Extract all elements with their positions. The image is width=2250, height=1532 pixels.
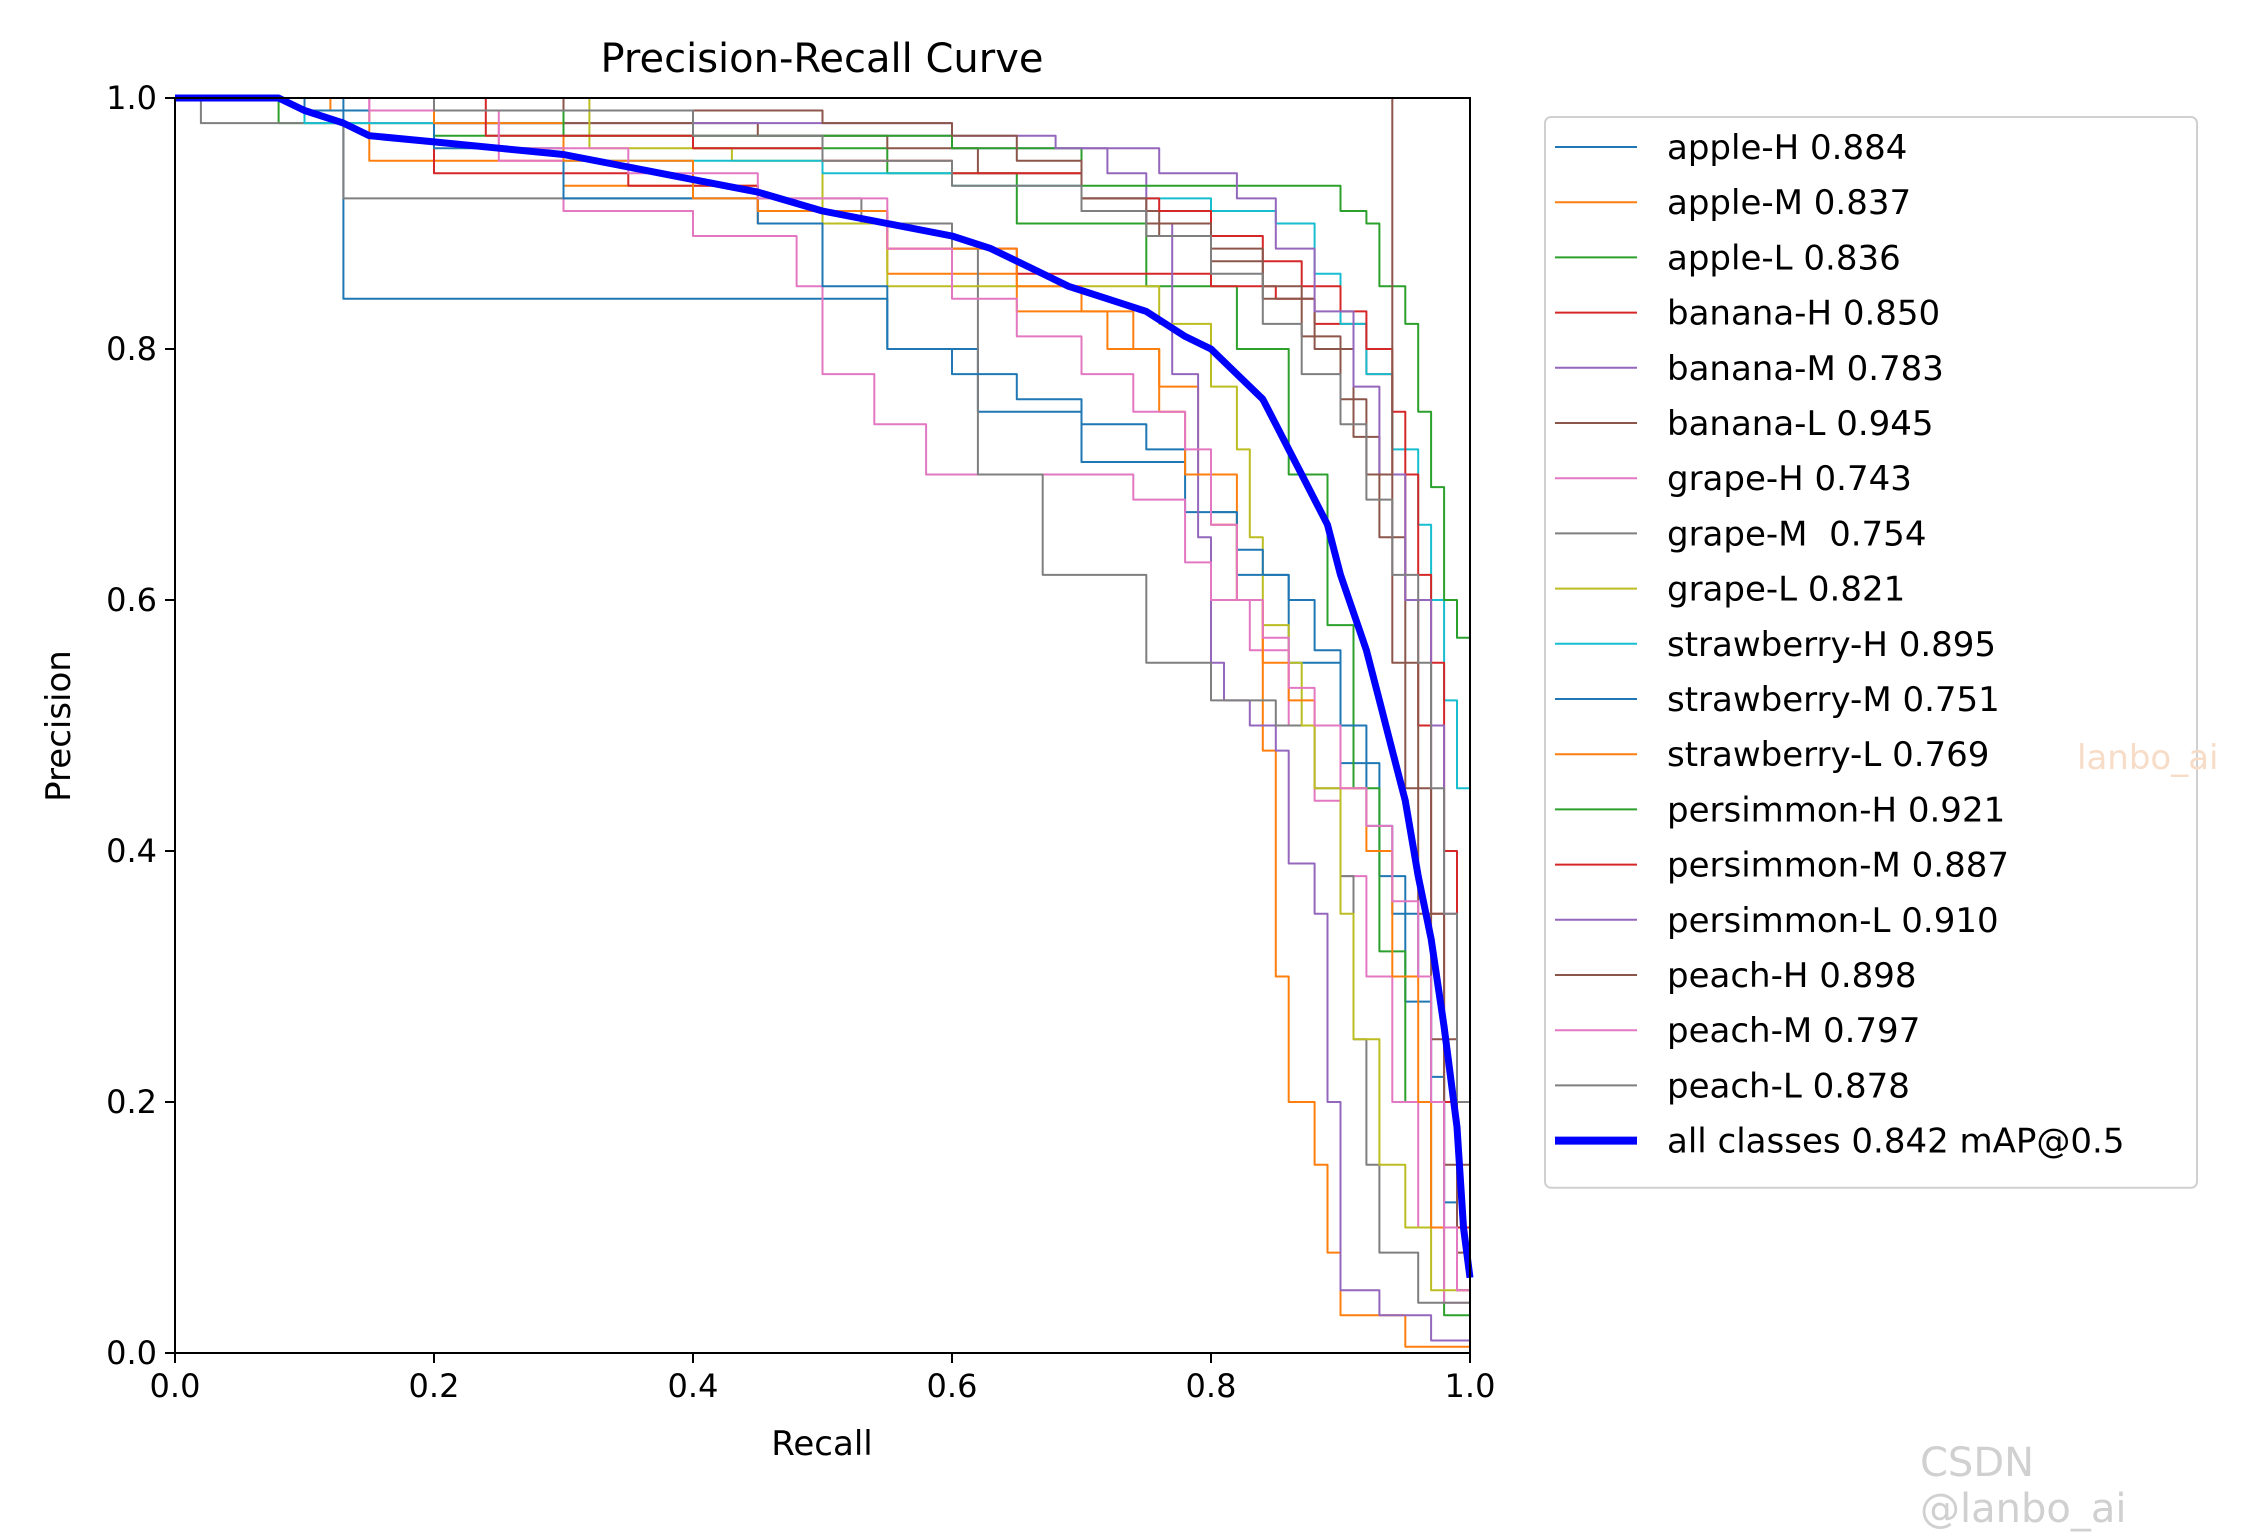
chart-title: Precision-Recall Curve (601, 36, 1044, 82)
legend-box (1544, 116, 2198, 1189)
series-line-18 (175, 94, 1474, 1279)
legend-label: persimmon-M 0.887 (1667, 846, 2009, 886)
x-tick-label: 0.8 (1186, 1367, 1237, 1405)
legend-label: persimmon-L 0.910 (1667, 901, 1999, 941)
x-tick-label: 0.6 (927, 1367, 978, 1405)
y-tick-label: 0.2 (106, 1083, 157, 1121)
legend-label: all classes 0.842 mAP@0.5 (1667, 1122, 2124, 1162)
legend-label: banana-L 0.945 (1667, 404, 1934, 444)
legend-label: banana-H 0.850 (1667, 294, 1940, 334)
x-tick-label: 0.2 (409, 1367, 460, 1405)
legend-label: persimmon-H 0.921 (1667, 790, 2005, 830)
legend-label: banana-M 0.783 (1667, 349, 1944, 389)
legend: apple-H 0.884 apple-M 0.837 apple-L 0.836 b… (1544, 116, 2198, 1189)
series-line-17 (175, 97, 1471, 1253)
y-tick-label: 0.4 (106, 832, 157, 870)
legend-label: peach-M 0.797 (1667, 1011, 1920, 1051)
pr-curve-figure: 0.0 0.2 0.4 0.6 0.8 1.0 0.0 0.2 0.4 0.6 0.8 1.0 Pre… (39, 36, 2198, 1464)
series-line-12 (175, 97, 1471, 1291)
legend-label: grape-M 0.754 (1667, 514, 1926, 554)
plot-frame (174, 97, 1471, 1354)
legend-label: grape-H 0.743 (1667, 459, 1912, 499)
legend-label: grape-L 0.821 (1667, 570, 1905, 610)
x-tick-label: 0.0 (150, 1367, 201, 1405)
y-tick-label: 0.8 (106, 330, 157, 368)
y-tick-label: 0.6 (106, 581, 157, 619)
x-axis-label: Recall (771, 1424, 872, 1464)
series-line-8 (175, 97, 1471, 1328)
legend-label: peach-L 0.878 (1667, 1066, 1910, 1106)
legend-label: peach-H 0.898 (1667, 956, 1917, 996)
legend-label: strawberry-H 0.895 (1667, 625, 1996, 665)
legend-label: apple-M 0.837 (1667, 183, 1911, 223)
watermark-csdn: CSDN @lanbo_ai (1920, 1440, 2127, 1532)
axes-layer: 0.0 0.2 0.4 0.6 0.8 1.0 0.0 0.2 0.4 0.6 0.8 1.0 (106, 79, 1495, 1405)
watermark-inline: lanbo_ai (2077, 738, 2219, 778)
plot-layer (175, 94, 1474, 1353)
legend-label: apple-L 0.836 (1667, 238, 1901, 278)
x-tick-label: 0.4 (668, 1367, 719, 1405)
series-line-9 (175, 97, 1471, 1228)
series-line-14 (175, 97, 1471, 1291)
y-axis-label: Precision (39, 650, 79, 802)
y-tick-label: 1.0 (106, 79, 157, 117)
legend-label: apple-H 0.884 (1667, 128, 1907, 168)
legend-label: strawberry-L 0.769 (1667, 735, 1989, 775)
y-tick-label: 0.0 (106, 1334, 157, 1372)
legend-label: strawberry-M 0.751 (1667, 680, 2000, 720)
x-tick-label: 1.0 (1445, 1367, 1496, 1405)
series-line-6 (175, 97, 1471, 1353)
